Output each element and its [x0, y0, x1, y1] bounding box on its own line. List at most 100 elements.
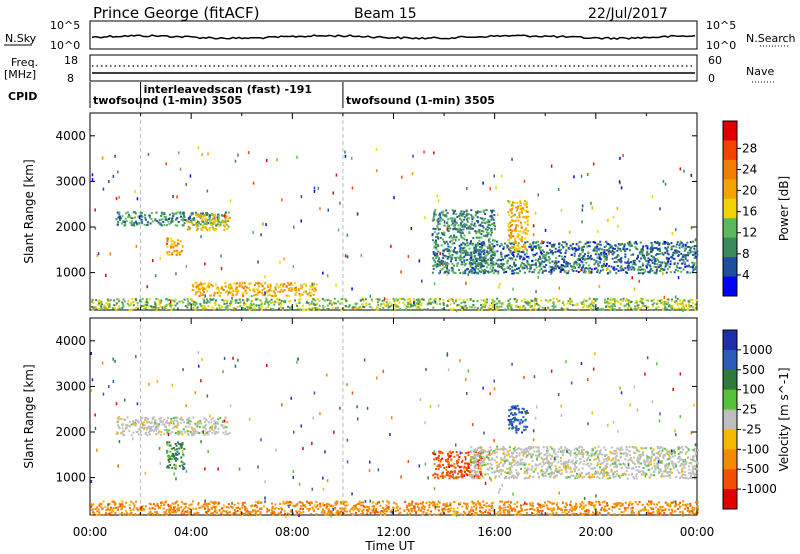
data-cell — [630, 244, 633, 247]
data-cell — [244, 512, 247, 515]
data-cell — [480, 265, 483, 268]
data-cell — [537, 193, 539, 197]
data-cell — [147, 417, 150, 420]
data-cell — [254, 511, 257, 514]
data-cell — [202, 224, 204, 227]
data-cell — [507, 222, 510, 225]
data-cell — [658, 501, 660, 504]
data-cell — [433, 218, 436, 221]
data-cell — [573, 267, 576, 269]
data-cell — [342, 501, 345, 504]
data-cell — [180, 501, 183, 503]
data-cell — [109, 508, 111, 511]
data-cell — [362, 300, 365, 303]
data-cell — [162, 221, 165, 223]
data-cell — [298, 293, 301, 295]
data-cell — [539, 249, 542, 252]
data-cell — [569, 265, 572, 268]
data-cell — [518, 255, 521, 258]
data-cell — [487, 224, 490, 226]
data-cell — [202, 287, 205, 290]
data-cell — [371, 306, 374, 309]
data-cell — [288, 289, 291, 292]
data-cell — [177, 430, 180, 433]
data-cell — [435, 235, 438, 238]
data-cell — [476, 216, 479, 219]
data-cell — [639, 269, 642, 271]
data-cell — [623, 507, 626, 510]
data-cell — [686, 507, 689, 510]
data-cell — [339, 507, 342, 510]
data-cell — [175, 218, 177, 221]
data-cell — [390, 510, 393, 513]
data-cell — [213, 216, 216, 220]
data-cell — [161, 420, 164, 423]
data-cell — [359, 306, 361, 309]
data-cell — [600, 251, 603, 254]
data-cell — [141, 426, 144, 429]
data-cell — [624, 299, 627, 302]
data-cell — [681, 305, 684, 308]
data-cell — [571, 304, 574, 307]
data-cell — [535, 299, 538, 302]
data-cell — [283, 509, 286, 512]
data-cell — [308, 307, 311, 310]
data-cell — [175, 212, 178, 215]
data-cell — [254, 512, 257, 515]
data-cell — [641, 299, 644, 302]
data-cell — [200, 304, 203, 307]
data-cell — [668, 508, 671, 511]
data-cell — [346, 504, 349, 507]
data-cell — [260, 308, 263, 311]
data-cell — [386, 500, 389, 503]
data-cell — [227, 211, 230, 214]
data-cell — [681, 262, 684, 265]
data-cell — [200, 212, 202, 215]
data-cell — [257, 500, 260, 503]
data-cell — [691, 271, 694, 274]
data-cell — [592, 307, 595, 310]
data-cell — [212, 501, 215, 504]
data-cell — [666, 301, 669, 304]
data-cell — [144, 416, 147, 419]
data-cell — [489, 509, 492, 512]
data-cell — [278, 307, 280, 310]
data-cell — [171, 240, 174, 243]
data-cell — [518, 233, 521, 236]
data-cell — [596, 308, 598, 311]
data-cell — [569, 302, 572, 305]
data-cell — [633, 262, 636, 265]
data-cell — [684, 263, 687, 266]
data-cell — [657, 253, 660, 255]
data-cell — [281, 300, 284, 303]
data-cell — [423, 308, 426, 311]
data-cell — [526, 267, 529, 270]
data-cell — [112, 510, 115, 513]
data-cell — [229, 287, 231, 290]
data-cell — [152, 307, 155, 310]
data-cell — [675, 243, 678, 246]
data-cell — [580, 301, 583, 304]
data-cell — [512, 251, 515, 254]
data-cell — [651, 243, 653, 246]
data-cell — [472, 300, 475, 303]
data-cell — [525, 206, 528, 209]
data-cell — [483, 244, 486, 247]
data-cell — [169, 504, 172, 507]
data-cell — [291, 283, 294, 286]
data-cell — [546, 241, 549, 244]
data-cell — [202, 216, 205, 219]
data-cell — [241, 292, 244, 295]
data-cell — [322, 504, 325, 507]
data-cell — [560, 209, 563, 212]
data-cell — [339, 501, 342, 503]
data-cell — [532, 307, 535, 310]
data-cell — [606, 297, 609, 300]
data-cell — [463, 513, 466, 516]
data-cell — [174, 443, 177, 445]
data-cell — [96, 510, 99, 513]
data-cell — [592, 249, 595, 252]
data-cell — [167, 416, 169, 419]
data-cell — [152, 425, 155, 428]
data-cell — [650, 309, 653, 311]
